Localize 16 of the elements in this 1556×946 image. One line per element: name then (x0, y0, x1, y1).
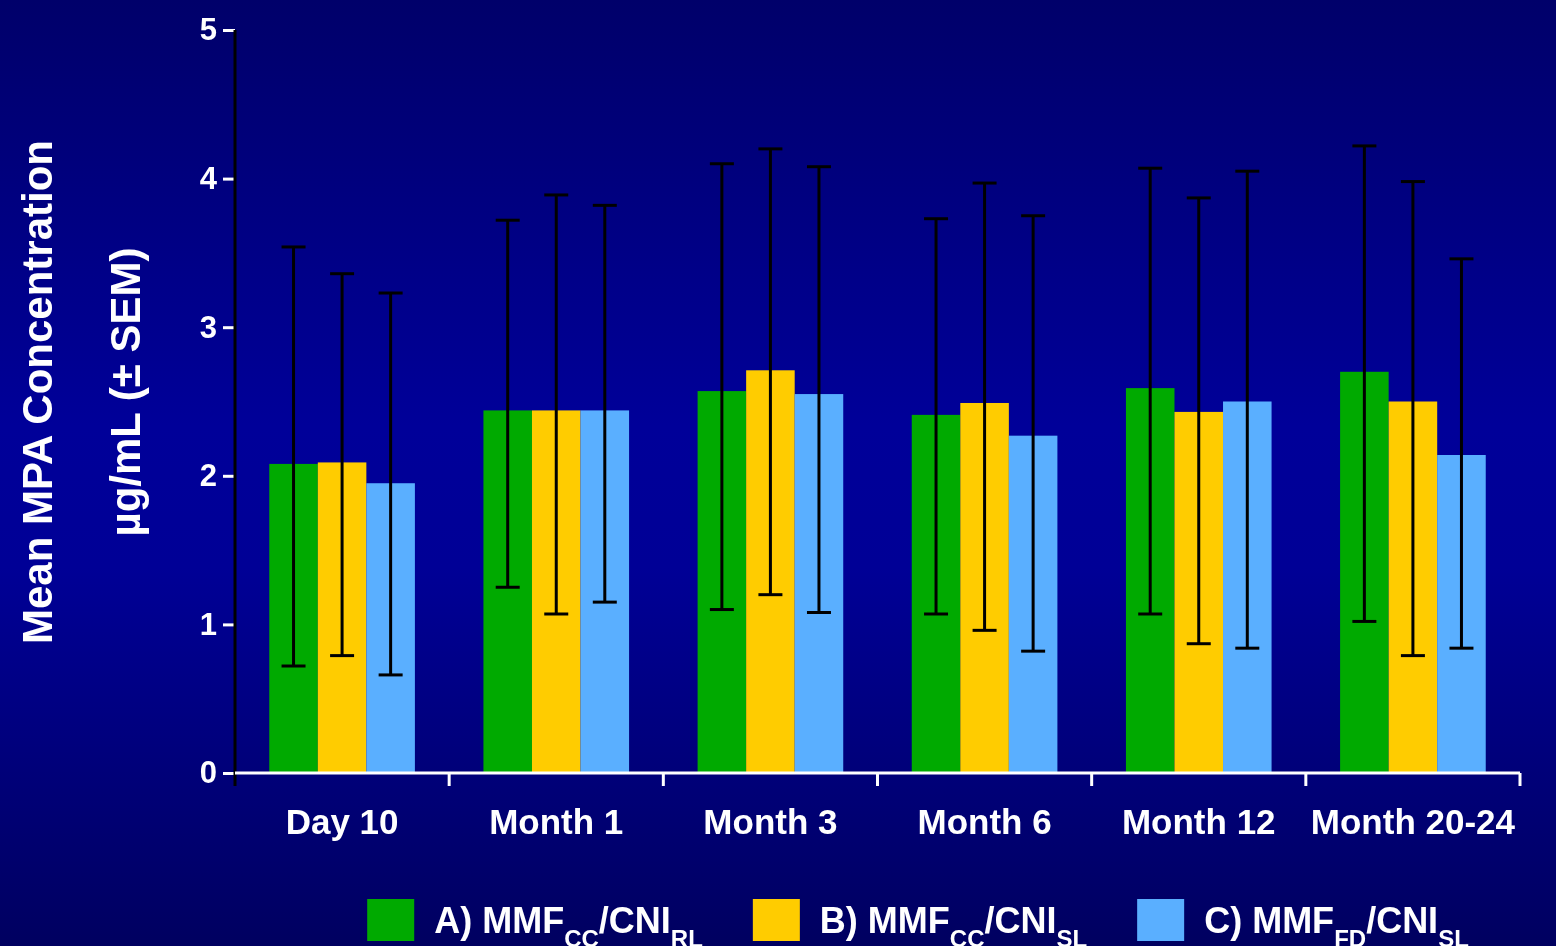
x-tick-label: Month 3 (703, 801, 838, 841)
x-tick-label: Month 20-24 (1310, 801, 1516, 841)
y-tick-label: 0 (199, 755, 217, 791)
y-tick-label: 4 (199, 161, 218, 197)
y-axis-title: Mean MPA Concentration µg/mL (± SEM) (14, 139, 149, 645)
legend-label: A) MMF$_{CC}$/CNI$_{RL}$ (434, 900, 703, 946)
y-tick-label: 5 (199, 12, 217, 48)
x-tick-label: Day 10 (285, 801, 399, 841)
y-tick-label: 1 (199, 606, 217, 642)
x-tick-label: Month 1 (489, 801, 624, 841)
y-tick-label: 3 (199, 309, 217, 345)
x-tick-label: Month 6 (917, 801, 1052, 841)
legend-label: C) MMF$_{FD}$/CNI$_{SL}$ (1204, 900, 1469, 946)
y-tick-label: 2 (199, 458, 217, 494)
x-tick-label: Month 12 (1121, 801, 1276, 841)
legend-label: B) MMF$_{CC}$/CNI$_{SL}$ (819, 900, 1088, 946)
